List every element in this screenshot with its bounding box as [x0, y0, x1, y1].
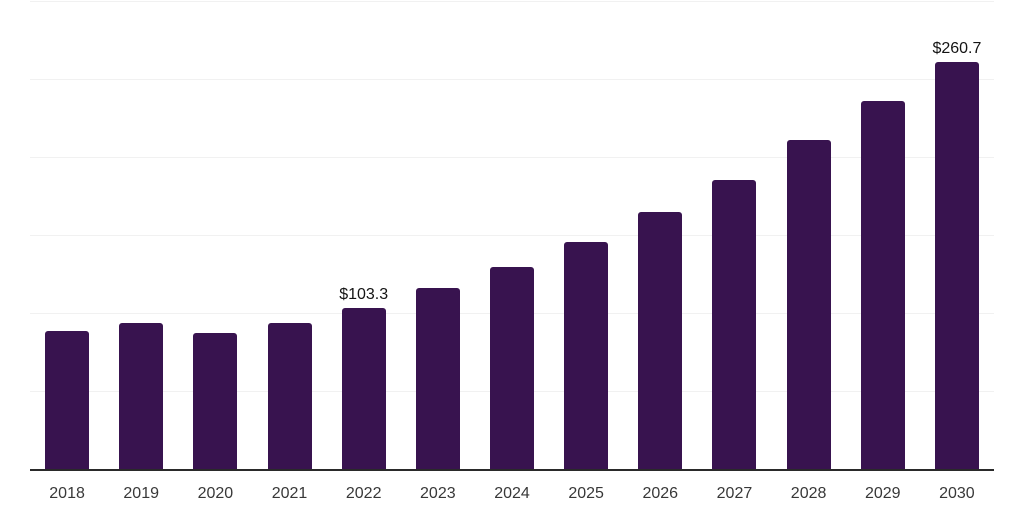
x-axis-line [30, 469, 994, 471]
x-tick-label-2027: 2027 [716, 485, 753, 502]
x-tick-label-2020: 2020 [197, 485, 234, 502]
bar-2028 [786, 140, 831, 469]
bar-2019 [119, 323, 164, 469]
bar-slot-2029 [846, 1, 920, 469]
x-tick-label-2029: 2029 [864, 485, 901, 502]
bar-2026 [638, 212, 683, 469]
bar-slot-2030: $260.7 [920, 1, 994, 469]
bar-slot-2028 [772, 1, 846, 469]
x-tick-label-2024: 2024 [494, 485, 530, 502]
gridline [30, 235, 994, 236]
bar-slot-2022: $103.3 [327, 1, 401, 469]
bar-value-label-2030: $260.7 [932, 40, 982, 58]
bar-2030 [934, 62, 979, 469]
x-tick-label-2019: 2019 [123, 485, 159, 502]
bar-2022 [341, 307, 386, 469]
bar-slot-2020 [178, 1, 252, 469]
bar-2027 [712, 180, 757, 469]
x-tick-label-2026: 2026 [642, 485, 679, 502]
bar-2018 [45, 330, 90, 469]
bar-2029 [860, 101, 905, 469]
gridline [30, 79, 994, 80]
x-tick-label-2018: 2018 [49, 485, 85, 502]
bar-2024 [489, 266, 534, 469]
bar-2023 [415, 288, 460, 469]
bar-2025 [564, 241, 609, 469]
x-tick-label-2025: 2025 [568, 485, 604, 502]
bar-slot-2026 [623, 1, 697, 469]
bar-2021 [267, 323, 312, 469]
x-tick-label-2022: 2022 [345, 485, 382, 502]
x-tick-label-2030: 2030 [939, 485, 975, 502]
gridline [30, 1, 994, 2]
bar-slot-2023 [401, 1, 475, 469]
bar-2020 [193, 333, 238, 469]
bar-slot-2027 [697, 1, 771, 469]
x-tick-label-2021: 2021 [271, 485, 308, 502]
bar-slot-2019 [104, 1, 178, 469]
bar-value-label-2022: $103.3 [339, 285, 389, 303]
bar-slot-2025 [549, 1, 623, 469]
gridline [30, 157, 994, 158]
bar-slot-2018 [30, 1, 104, 469]
x-tick-label-2028: 2028 [790, 485, 827, 502]
x-tick-label-2023: 2023 [420, 485, 456, 502]
bar-slot-2024 [475, 1, 549, 469]
bar-slot-2021 [252, 1, 326, 469]
